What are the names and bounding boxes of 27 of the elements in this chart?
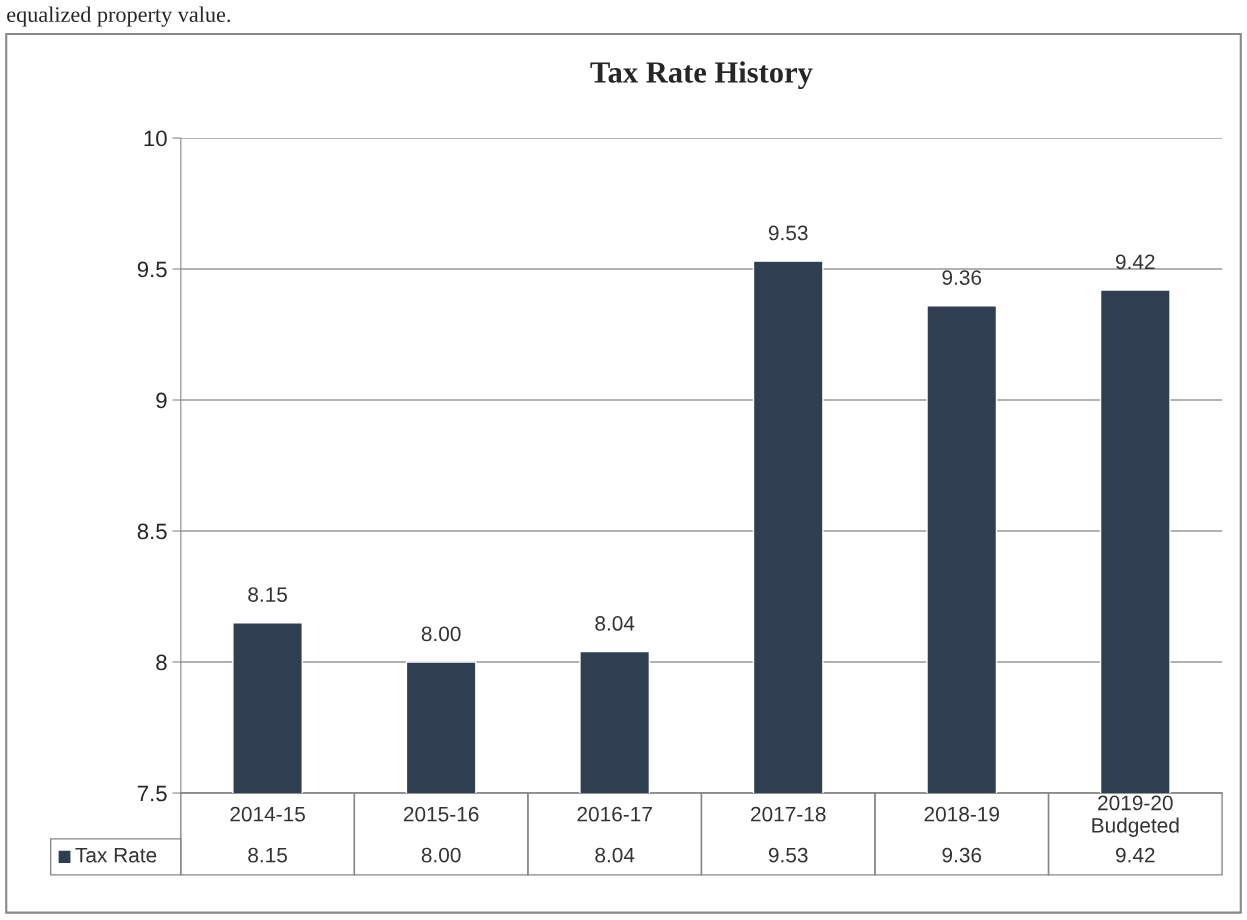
- x-tick-label: 2014-15: [230, 806, 305, 822]
- text: 9.42: [1115, 254, 1155, 270]
- y-tick-label: 8.5: [137, 523, 167, 540]
- text: 9.36: [942, 270, 982, 285]
- text: equalized property value.: [7, 6, 230, 27]
- data-label: 8.00: [421, 847, 461, 863]
- text: 9.53: [768, 225, 808, 241]
- y-tick-label: 8: [156, 654, 167, 671]
- chart-title: Tax Rate History: [590, 61, 813, 90]
- x-tick-label: 2017-18: [751, 806, 826, 822]
- data-label: 9.42: [1115, 847, 1155, 863]
- text: 8.15: [248, 587, 287, 602]
- x-tick-label: 2016-17: [577, 806, 652, 822]
- data-label: 9.53: [768, 847, 808, 863]
- legend-label: Tax Rate: [75, 847, 157, 863]
- data-label: 8.04: [595, 847, 635, 863]
- y-tick-label: 7.5: [137, 785, 167, 802]
- y-tick-label: 9: [156, 392, 167, 409]
- data-label: 9.36: [942, 847, 982, 863]
- y-tick-label: 9.5: [137, 261, 167, 278]
- x-tick-label: 2015-16: [403, 806, 479, 822]
- x-tick-label: 2019-20 Budgeted: [1092, 795, 1179, 837]
- x-tick-label: 2018-19: [924, 806, 999, 822]
- data-label: 8.15: [248, 847, 287, 863]
- text: 8.04: [595, 616, 635, 631]
- y-tick-label: 10: [144, 130, 167, 147]
- text: 8.00: [421, 626, 461, 642]
